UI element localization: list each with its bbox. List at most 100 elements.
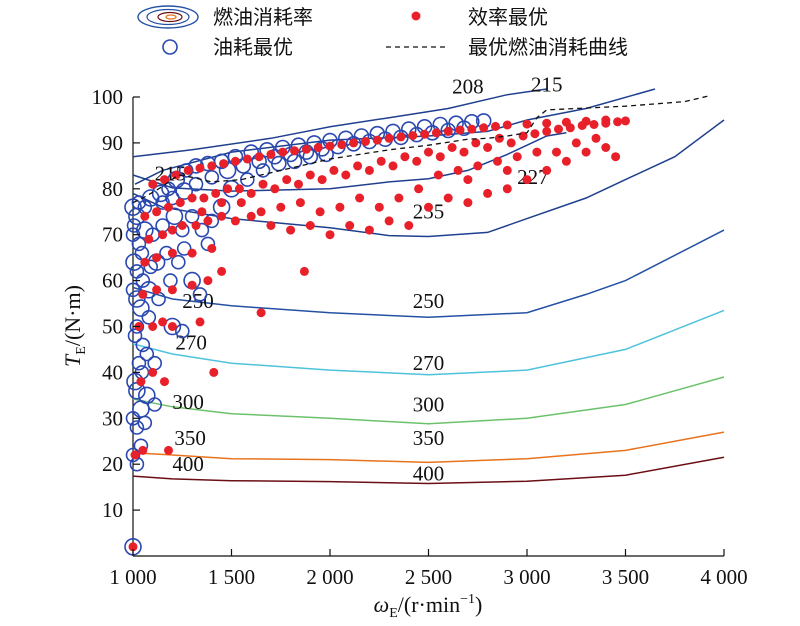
efficiency-point <box>315 207 325 217</box>
y-axis-ticks: 10 20 30 40 50 60 70 80 90 100 <box>92 85 140 522</box>
efficiency-point <box>325 230 335 240</box>
fuel-optimal-point <box>345 136 362 152</box>
efficiency-point <box>479 123 489 133</box>
efficiency-point <box>158 317 168 327</box>
y-tick-label: 30 <box>102 406 123 430</box>
efficiency-point <box>223 184 233 194</box>
fuel-optimal-point <box>125 282 141 298</box>
fuel-optimal-point <box>127 328 143 344</box>
efficiency-point <box>195 317 205 327</box>
fuel-optimal-point <box>131 355 147 371</box>
efficiency-point <box>384 216 394 226</box>
fuel-optimal-point <box>165 207 184 226</box>
efficiency-point <box>266 221 276 230</box>
efficiency-point <box>211 188 221 198</box>
efficiency-point <box>463 198 473 208</box>
x-tick-label: 2 000 <box>306 565 353 589</box>
efficiency-point <box>374 202 384 212</box>
contour-label-400: 400 <box>413 461 445 485</box>
legend-label-efficiency: 效率最优 <box>468 5 548 29</box>
contour-label-270: 270 <box>175 330 207 354</box>
efficiency-point <box>148 322 158 331</box>
efficiency-point <box>431 128 441 138</box>
y-tick-label: 10 <box>102 498 123 522</box>
efficiency-point <box>345 221 355 230</box>
fuel-optimal-point <box>240 172 255 187</box>
efficiency-point <box>372 135 382 145</box>
efficiency-point <box>230 156 240 166</box>
efficiency-point <box>167 322 177 331</box>
x-axis-symbol: ω <box>374 592 390 617</box>
legend-label-contour: 燃油消耗率 <box>213 5 313 29</box>
efficiency-point <box>581 147 591 157</box>
efficiency-point <box>453 165 463 175</box>
y-tick-label: 40 <box>102 360 123 384</box>
efficiency-point <box>591 133 601 143</box>
fuel-optimal-point <box>440 122 457 139</box>
efficiency-point <box>254 152 264 162</box>
fuel-optimal-point <box>255 163 271 178</box>
contour-label-350: 350 <box>413 426 445 450</box>
efficiency-point <box>581 116 591 126</box>
efficiency-point <box>329 165 339 175</box>
fuel-optimal-point <box>175 323 190 339</box>
contour-300 <box>132 376 725 425</box>
y-tick-label: 100 <box>92 85 124 109</box>
efficiency-point <box>353 161 363 171</box>
fuel-optimal-point <box>176 241 192 256</box>
fuel-optimal-point <box>163 273 178 288</box>
fuel-optimal-point <box>188 176 204 192</box>
efficiency-point <box>463 175 473 185</box>
efficiency-point <box>396 132 406 142</box>
efficiency-point <box>601 143 611 152</box>
fuel-optimal-point <box>131 236 147 252</box>
legend-item-efficiency: 效率最优 <box>411 5 548 29</box>
fuel-optimal-point <box>171 254 186 270</box>
efficiency-point <box>203 216 213 226</box>
efficiency-point <box>140 257 150 267</box>
efficiency-point <box>502 184 512 194</box>
fuel-optimal-point <box>126 218 142 233</box>
efficiency-point <box>313 143 323 152</box>
efficiency-point <box>187 280 197 290</box>
efficiency-point <box>376 156 386 166</box>
fuel-optimal-point <box>134 245 150 261</box>
y-axis-symbol: T <box>60 353 85 367</box>
efficiency-point <box>443 193 453 203</box>
efficiency-point <box>209 367 219 377</box>
efficiency-point <box>433 170 443 180</box>
fuel-optimal-point <box>128 290 146 308</box>
x-axis-subscript: E <box>389 606 398 621</box>
efficiency-point <box>420 129 430 139</box>
fuel-optimal-point <box>132 299 150 317</box>
efficiency-point <box>167 285 177 295</box>
efficiency-point <box>164 202 173 212</box>
contour-227 <box>132 132 567 192</box>
efficiency-point <box>412 156 422 166</box>
efficiency-legend-marker <box>411 11 421 21</box>
efficiency-point <box>160 175 169 185</box>
legend-item-fuel-optimal: 油耗最优 <box>162 35 293 59</box>
efficiency-point <box>258 179 268 189</box>
efficiency-point <box>158 230 168 240</box>
efficiency-point <box>148 367 158 377</box>
efficiency-point <box>502 120 512 130</box>
efficiency-point <box>276 202 286 212</box>
x-tick-label: 3 000 <box>503 565 550 589</box>
efficiency-point <box>167 248 177 258</box>
fuel-optimal-point <box>306 135 323 151</box>
x-tick-label: 1 000 <box>109 565 156 589</box>
efficiency-point <box>203 276 213 286</box>
fuel-optimal-point <box>135 337 151 353</box>
efficiency-point <box>130 450 140 460</box>
x-tick-label: 4 000 <box>700 565 747 589</box>
efficiency-point <box>601 115 611 125</box>
y-axis-title: TE/(N·m) <box>60 285 89 367</box>
efficiency-point <box>337 140 347 150</box>
legend-label-curve: 最优燃油消耗曲线 <box>468 35 628 59</box>
efficiency-point <box>459 147 469 157</box>
efficiency-point <box>299 266 309 276</box>
efficiency-point <box>286 225 296 235</box>
efficiency-point <box>554 124 563 134</box>
fuel-optimal-point <box>204 170 220 185</box>
